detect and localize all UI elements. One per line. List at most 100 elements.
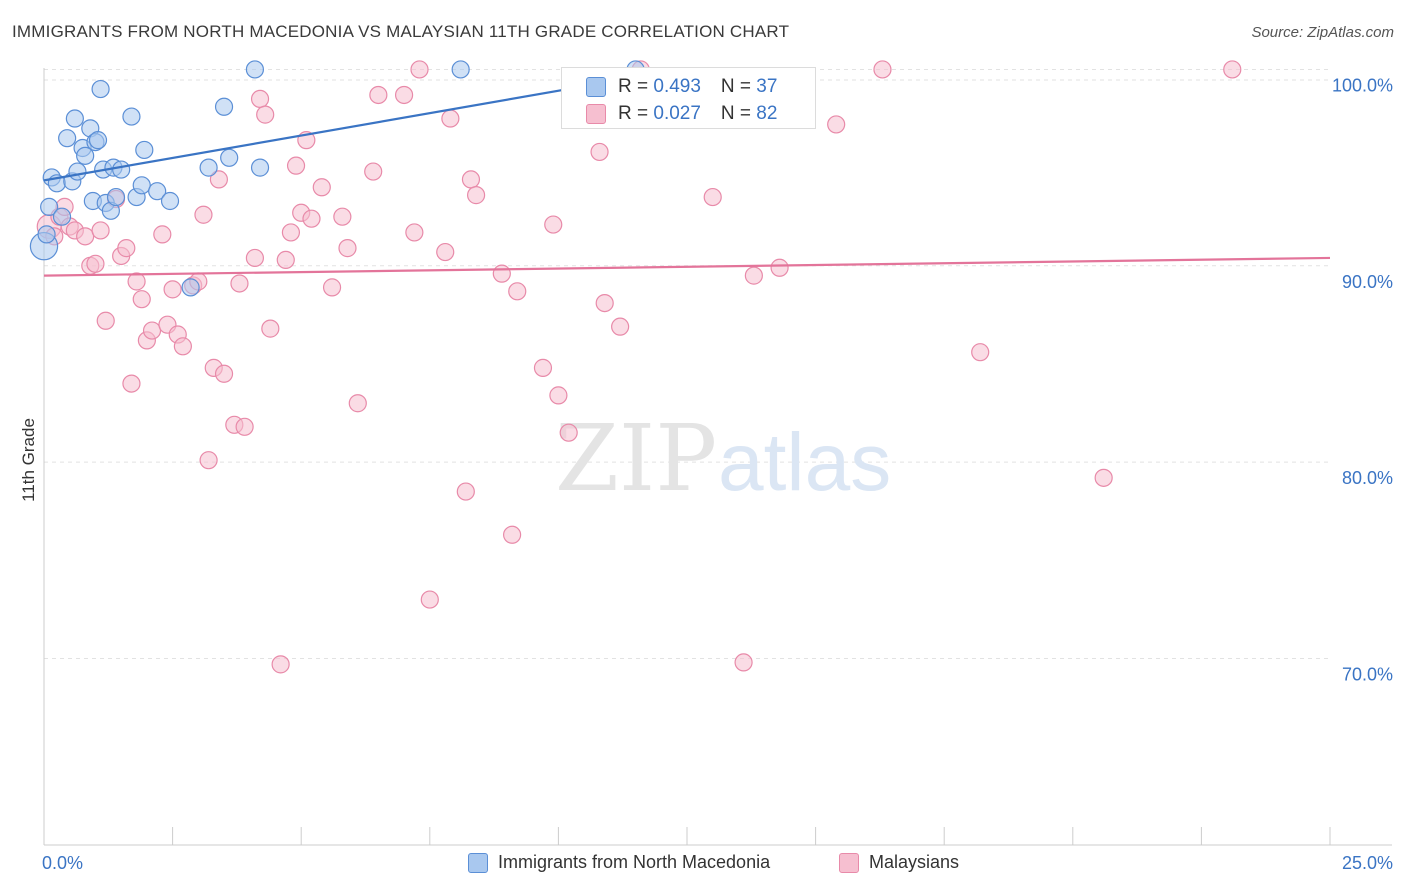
axes [43, 68, 1392, 846]
malaysians-point [322, 278, 342, 297]
malaysians-point [256, 105, 275, 124]
macedonia-point [40, 197, 59, 216]
macedonia-point [214, 97, 234, 116]
macedonia-point [132, 176, 151, 195]
malaysians-point [199, 451, 218, 470]
malaysians-point [364, 162, 383, 181]
watermark: ZIP atlas [555, 405, 891, 512]
macedonia-point [106, 187, 126, 207]
malaysians-point [338, 239, 357, 258]
macedonia-point [52, 207, 72, 226]
legend-item-macedonia[interactable]: Immigrants from North Macedonia [468, 852, 770, 873]
malaysians-point [132, 290, 151, 309]
malaysians-point [492, 264, 511, 283]
malaysians-point [559, 423, 578, 442]
malaysians-point [873, 60, 892, 79]
macedonia-point [88, 131, 108, 150]
legend-label-malaysians: Malaysians [869, 852, 960, 872]
malaysians-point [420, 590, 439, 609]
malaysians-point [76, 227, 95, 246]
malaysians-point [96, 311, 115, 330]
macedonia-point [148, 182, 167, 201]
malaysians-point [533, 358, 553, 377]
y-axis-label: 11th Grade [19, 418, 38, 502]
macedonia-trend-line [43, 76, 636, 182]
x-tick-labels: 0.0% 25.0% [42, 853, 1393, 873]
macedonia-point [245, 60, 265, 79]
macedonia-point [112, 160, 131, 179]
x-tick-label: 0.0% [42, 853, 83, 873]
macedonia-point [68, 162, 87, 181]
macedonia-point [122, 107, 141, 126]
macedonia-point [91, 79, 110, 99]
malaysians-point [127, 272, 146, 291]
macedonia-point [37, 225, 56, 244]
trend-lines [43, 76, 1331, 277]
macedonia-point [199, 158, 218, 177]
malaysians-point [1223, 60, 1242, 79]
malaysians-point [86, 254, 105, 273]
pink-r-label: R = [618, 103, 654, 124]
malaysians-point [142, 321, 162, 340]
macedonia-point [451, 60, 470, 79]
legend-label-macedonia: Immigrants from North Macedonia [498, 852, 771, 872]
malaysians-point [235, 417, 254, 436]
y-tick-labels: 70.0% 80.0% 90.0% 100.0% [1332, 75, 1393, 684]
malaysians-point [271, 655, 290, 674]
blue-r-value: 0.493 [653, 76, 701, 97]
blue-swatch [586, 77, 606, 97]
malaysians-point [209, 170, 228, 189]
malaysians-point [348, 394, 367, 413]
malaysians-point [744, 266, 763, 285]
malaysians-point [508, 282, 527, 301]
y-tick-label: 70.0% [1342, 664, 1393, 684]
malaysians-point [250, 89, 270, 109]
chart-title: IMMIGRANTS FROM NORTH MACEDONIA VS MALAY… [12, 22, 790, 41]
malaysians-point [163, 280, 182, 299]
malaysians-point [441, 109, 460, 128]
pink-n-value: 82 [756, 103, 778, 124]
malaysians-point [734, 653, 753, 672]
malaysians-point [461, 170, 481, 189]
pink-n-label: N = [720, 103, 757, 124]
stats-row-pink: R = 0.027 N = 82 [586, 103, 777, 125]
malaysians-points [36, 60, 1242, 674]
malaysians-point [503, 525, 522, 544]
malaysians-point [261, 319, 280, 338]
y-tick-label: 80.0% [1342, 468, 1393, 488]
malaysians-point [590, 142, 609, 162]
x-tick-label: 25.0% [1342, 853, 1393, 873]
malaysians-point [405, 223, 424, 242]
blue-r-label: R = [618, 76, 654, 97]
malaysians-point [436, 242, 455, 262]
macedonia-points [29, 60, 645, 297]
malaysians-point [369, 85, 388, 105]
malaysians-point [394, 85, 414, 105]
malaysians-point [194, 205, 213, 224]
malaysians-point [595, 293, 614, 313]
malaysians-point [230, 274, 249, 293]
malaysians-point [703, 187, 722, 207]
malaysians-point [770, 258, 789, 277]
pink-r-value: 0.027 [653, 103, 701, 124]
macedonia-point [58, 129, 77, 148]
legend-item-malaysians[interactable]: Malaysians [839, 852, 959, 873]
blue-n-label: N = [720, 76, 757, 97]
malaysians-point [312, 178, 331, 197]
malaysians-point [410, 60, 429, 79]
malaysians-point [302, 209, 321, 228]
y-tick-label: 90.0% [1342, 272, 1393, 292]
blue-n-value: 37 [756, 76, 778, 97]
y-tick-label: 100.0% [1332, 75, 1393, 95]
watermark-zip: ZIP [555, 405, 717, 512]
malaysians-point [281, 223, 301, 242]
malaysians-point [611, 317, 630, 336]
malaysians-point [122, 374, 141, 393]
macedonia-point [160, 191, 180, 211]
malaysians-point [286, 156, 306, 175]
malaysians-point [1094, 468, 1113, 487]
source-label: Source: ZipAtlas.com [1251, 24, 1394, 41]
malaysians-point [117, 239, 136, 258]
malaysians-point [214, 364, 234, 383]
